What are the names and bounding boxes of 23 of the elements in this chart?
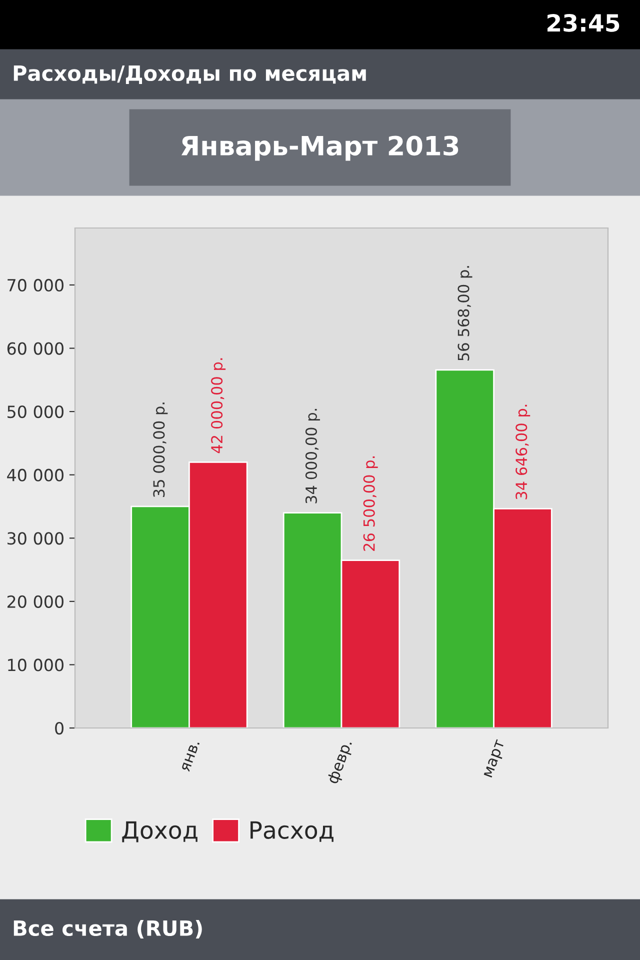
y-tick-label: 40 000: [7, 468, 64, 482]
text: Все счета (RUB): [14, 920, 202, 938]
data-label: 42 000,00 р.: [211, 358, 226, 454]
y-tick-label: 50 000: [8, 406, 64, 418]
legend-label: Доход: [122, 821, 198, 842]
data-label: 56 568,00 р.: [458, 266, 472, 360]
legend-label: Расход: [250, 821, 334, 842]
y-tick-label: 10 000: [8, 658, 64, 672]
y-tick-label: 70 000: [8, 278, 64, 292]
y-tick-label: 30 000: [8, 532, 64, 545]
data-label: 26 500,00 р.: [363, 456, 378, 551]
x-tick-label: февр.: [326, 739, 355, 786]
x-tick-label: март: [484, 739, 508, 779]
chart-subtitle: Январь-Март 2013: [181, 136, 458, 161]
data-label: 35 000,00 р.: [153, 402, 168, 497]
y-tick-label: 60 000: [7, 342, 64, 355]
text: 23:45: [548, 14, 620, 32]
x-tick-label: янв.: [181, 740, 200, 772]
y-tick-label: 0: [55, 722, 64, 735]
chart-title: Расходы/Доходы по месяцам: [14, 66, 366, 84]
data-label: 34 646,00 р.: [516, 404, 530, 500]
data-label: 34 000,00 р.: [305, 408, 320, 504]
y-tick-label: 20 000: [7, 595, 64, 608]
